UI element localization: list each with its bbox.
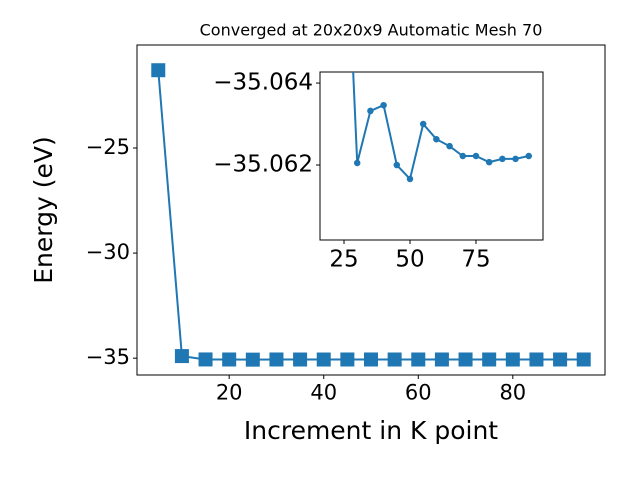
marker bbox=[433, 135, 440, 143]
marker bbox=[245, 352, 260, 367]
marker bbox=[340, 352, 355, 367]
y-tick-label: −35.062 bbox=[213, 152, 313, 178]
y-tick-label: −30 bbox=[86, 240, 130, 264]
marker bbox=[525, 152, 532, 160]
x-tick-label: 75 bbox=[461, 246, 490, 272]
marker bbox=[380, 101, 387, 109]
marker bbox=[553, 352, 568, 367]
marker bbox=[411, 352, 426, 367]
marker bbox=[393, 161, 401, 169]
y-axis-label: Energy (eV) bbox=[29, 136, 58, 283]
marker bbox=[458, 352, 473, 367]
x-tick-label: 40 bbox=[310, 381, 337, 405]
marker bbox=[505, 352, 520, 367]
x-tick-label: 20 bbox=[216, 381, 243, 405]
marker bbox=[459, 152, 467, 160]
y-tick-label: −25 bbox=[86, 135, 130, 159]
marker bbox=[367, 107, 374, 115]
marker bbox=[529, 352, 544, 367]
marker bbox=[482, 352, 497, 367]
marker bbox=[198, 352, 213, 367]
marker bbox=[419, 120, 427, 128]
marker bbox=[316, 352, 331, 367]
marker bbox=[269, 352, 284, 367]
marker bbox=[174, 349, 189, 364]
marker bbox=[353, 159, 361, 167]
x-tick-label: 80 bbox=[499, 381, 526, 405]
plot-area bbox=[352, 72, 532, 183]
marker bbox=[293, 352, 308, 367]
marker bbox=[151, 63, 166, 78]
marker bbox=[387, 352, 402, 367]
plot-area bbox=[151, 63, 591, 367]
x-axis-label: Increment in K point bbox=[244, 416, 498, 445]
marker bbox=[472, 152, 480, 160]
marker bbox=[222, 352, 237, 367]
marker bbox=[446, 142, 453, 150]
y-tick-label: −35.064 bbox=[213, 70, 313, 96]
marker bbox=[499, 155, 506, 163]
y-tick-label: −35 bbox=[86, 345, 130, 369]
chart-title: Converged at 20x20x9 Automatic Mesh 70 bbox=[200, 21, 543, 40]
x-tick-label: 25 bbox=[329, 246, 358, 272]
marker bbox=[485, 158, 493, 166]
marker bbox=[364, 352, 378, 367]
marker bbox=[512, 155, 519, 163]
x-tick-label: 60 bbox=[405, 381, 432, 405]
marker bbox=[576, 352, 591, 367]
x-tick-label: 50 bbox=[395, 246, 424, 272]
marker bbox=[434, 352, 449, 367]
marker bbox=[406, 175, 414, 183]
